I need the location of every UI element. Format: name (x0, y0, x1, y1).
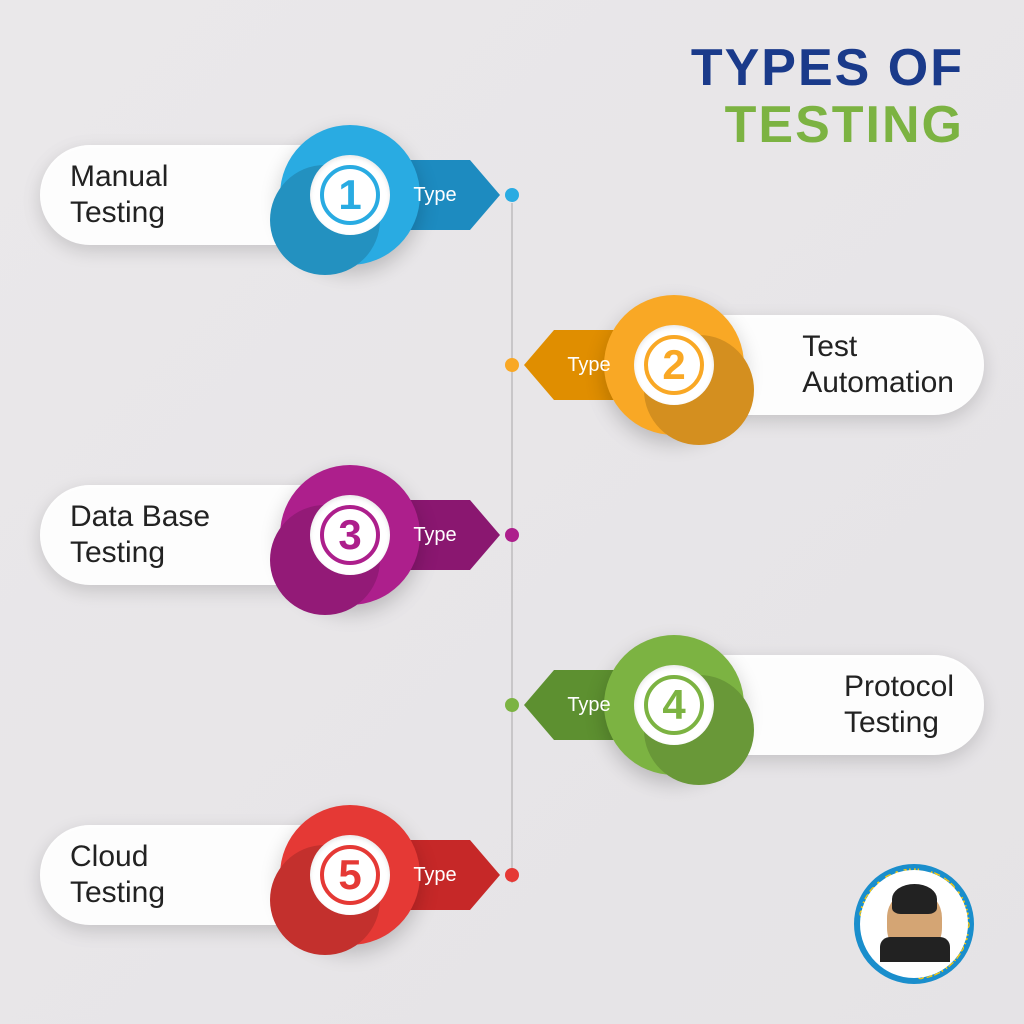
item-1: Type ManualTesting 1 (40, 130, 520, 260)
type-label: Type (567, 694, 610, 717)
type-label: Type (413, 864, 456, 887)
item-3: Type Data BaseTesting 3 (40, 470, 520, 600)
type-label: Type (413, 184, 456, 207)
title-line1: TYPES OF (691, 40, 964, 97)
number-circle: 1 (310, 155, 390, 235)
item-label: ProtocolTesting (764, 669, 954, 741)
item-5: Type CloudTesting 5 (40, 810, 520, 940)
item-label: Data BaseTesting (70, 499, 210, 571)
item-label: CloudTesting (70, 839, 165, 911)
number-circle: 2 (634, 325, 714, 405)
connector-dot (505, 698, 519, 712)
item-2: Type TestAutomation 2 (504, 300, 984, 430)
number-circle: 4 (634, 665, 714, 745)
number-circle: 3 (310, 495, 390, 575)
connector-dot (505, 188, 519, 202)
connector-dot (505, 868, 519, 882)
connector-dot (505, 358, 519, 372)
type-label: Type (567, 354, 610, 377)
connector-dot (505, 528, 519, 542)
logo-portrait (887, 892, 942, 957)
main-title: TYPES OF TESTING (691, 40, 964, 154)
type-label: Type (413, 524, 456, 547)
institute-logo: SUBBA RAJU's IT TRAINING INSTITUTES (854, 864, 974, 984)
item-label: TestAutomation (722, 329, 954, 401)
item-4: Type ProtocolTesting 4 (504, 640, 984, 770)
number-circle: 5 (310, 835, 390, 915)
item-label: ManualTesting (70, 159, 168, 231)
title-line2: TESTING (691, 97, 964, 154)
